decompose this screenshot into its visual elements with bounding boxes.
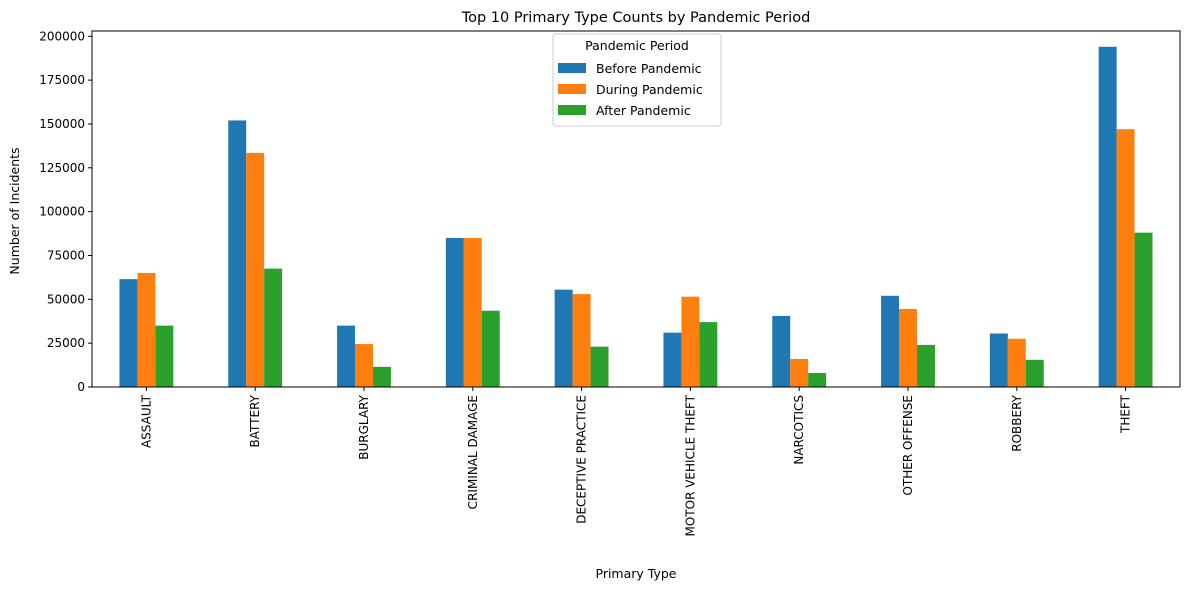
legend-swatch	[558, 84, 586, 94]
bar-during-pandemic	[355, 344, 373, 387]
y-tick-label: 25000	[47, 336, 85, 350]
bar-after-pandemic	[372, 366, 391, 387]
plot-frame	[91, 30, 1181, 388]
bar-during-pandemic	[463, 237, 482, 387]
bar-during-pandemic	[1007, 338, 1026, 387]
x-axis: ASSAULT BATTERY BURGLARY CRIMINAL DAMAGE DEC…	[139, 387, 1133, 537]
legend-entry: Before Pandemic	[596, 61, 702, 76]
bar-during-pandemic	[246, 152, 265, 387]
legend-title: Pandemic Period	[585, 38, 689, 53]
bar-before-pandemic	[445, 237, 464, 387]
x-tick-label: OTHER OFFENSE	[901, 395, 915, 496]
bar-before-pandemic	[1098, 46, 1117, 387]
bar-during-pandemic	[790, 358, 809, 387]
bar-before-pandemic	[554, 289, 573, 387]
y-tick-label: 200000	[39, 29, 85, 43]
x-tick-label: MOTOR VEHICLE THEFT	[683, 394, 697, 536]
legend-entry: During Pandemic	[596, 82, 703, 97]
bar-during-pandemic	[137, 273, 156, 387]
bar-during-pandemic	[899, 308, 917, 387]
chart-title: Top 10 Primary Type Counts by Pandemic P…	[461, 10, 811, 26]
y-axis-label: Number of Incidents	[7, 147, 22, 274]
x-tick-label: DECEPTIVE PRACTICE	[575, 395, 589, 524]
bar-before-pandemic	[772, 315, 791, 387]
y-axis: 0 25000 50000 75000 100000 125000 150000 175000…	[39, 29, 92, 394]
bar-during-pandemic	[681, 296, 700, 387]
y-tick-label: 0	[77, 380, 85, 394]
x-tick-label: CRIMINAL DAMAGE	[466, 395, 480, 509]
y-tick-label: 150000	[39, 117, 85, 131]
bar-during-pandemic	[1116, 129, 1135, 387]
bar-before-pandemic	[663, 332, 682, 387]
y-tick-label: 175000	[39, 73, 85, 87]
bar-during-pandemic	[572, 294, 591, 387]
bar-before-pandemic	[337, 325, 356, 387]
bar-after-pandemic	[155, 325, 174, 387]
y-tick-label: 75000	[47, 248, 85, 262]
y-tick-label: 125000	[39, 161, 85, 175]
x-tick-label: BATTERY	[248, 394, 262, 447]
bar-before-pandemic	[881, 295, 900, 387]
bar-after-pandemic	[916, 344, 935, 387]
legend-frame	[552, 33, 722, 127]
bar-after-pandemic	[1134, 232, 1153, 387]
x-axis-label: Primary Type	[596, 566, 677, 581]
x-tick-label: ROBBERY	[1010, 394, 1024, 451]
x-tick-label: NARCOTICS	[792, 395, 806, 465]
legend-swatch	[558, 63, 586, 73]
x-tick-label: THEFT	[1119, 394, 1133, 434]
y-tick-label: 100000	[39, 205, 85, 219]
bar-after-pandemic	[264, 268, 283, 387]
bar-after-pandemic	[1025, 359, 1044, 387]
bar-after-pandemic	[590, 346, 609, 387]
y-tick-label: 50000	[47, 292, 85, 306]
x-tick-label: BURGLARY	[357, 394, 371, 459]
bar-before-pandemic	[989, 333, 1008, 387]
bar-after-pandemic	[481, 310, 500, 387]
bar-before-pandemic	[119, 279, 138, 387]
bars	[119, 46, 1153, 388]
bar-after-pandemic	[699, 322, 718, 387]
bar-before-pandemic	[228, 120, 247, 388]
bar-after-pandemic	[808, 372, 827, 387]
legend: Pandemic Period Before Pandemic During Pa…	[552, 33, 722, 127]
x-tick-label: ASSAULT	[139, 394, 153, 448]
legend-swatch	[558, 105, 586, 115]
legend-entry: After Pandemic	[596, 103, 691, 118]
